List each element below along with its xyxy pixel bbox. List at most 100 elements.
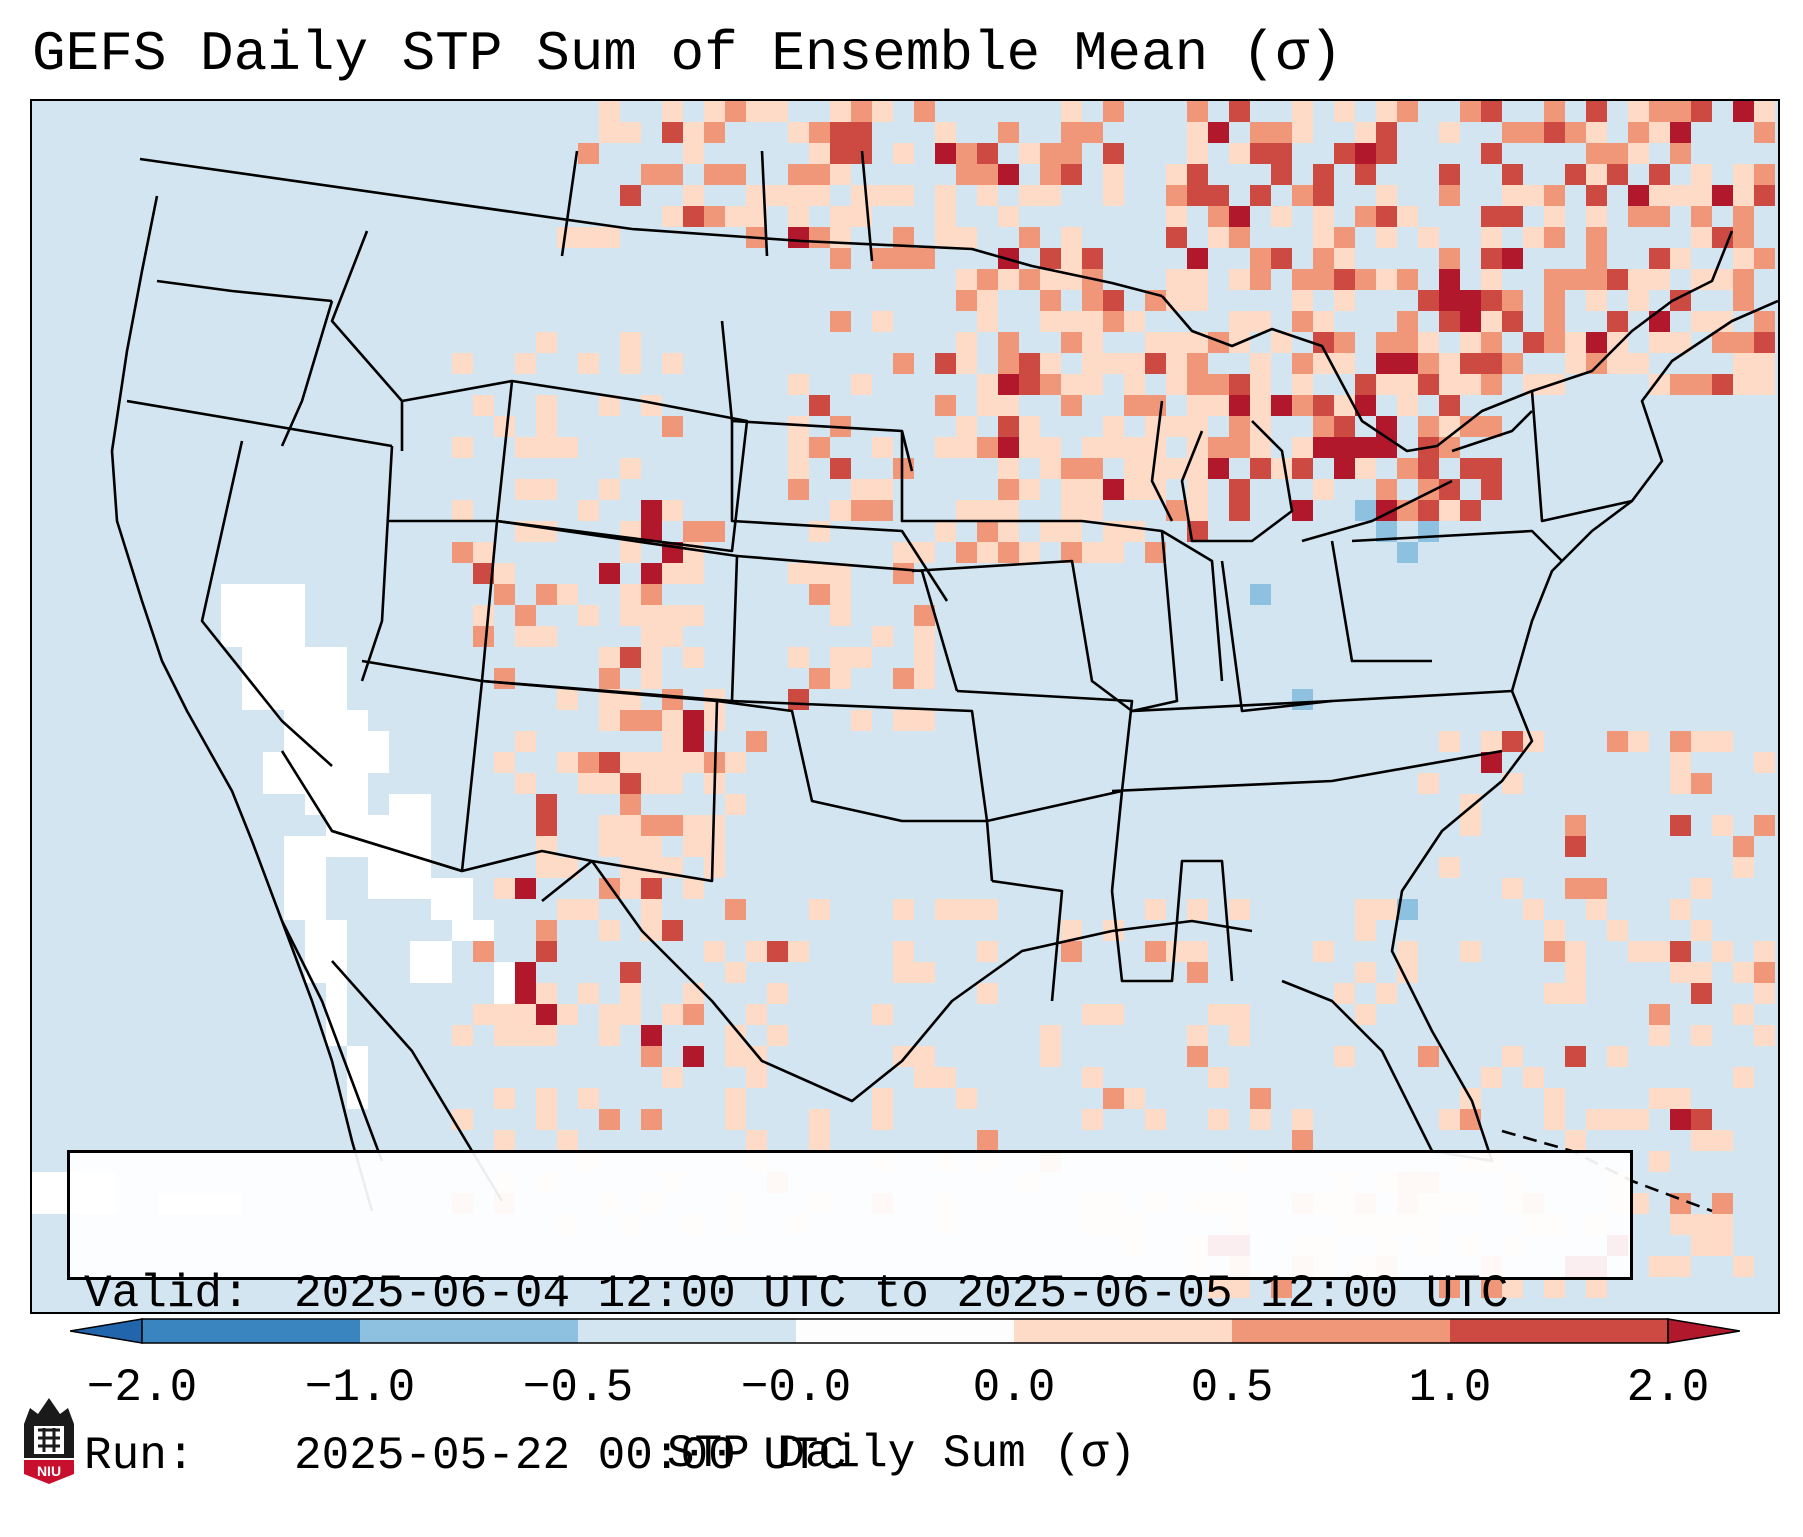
stp-cell (1754, 941, 1775, 962)
stp-cell (746, 101, 767, 122)
ia-mo-line (911, 559, 1133, 713)
stp-cell (1439, 353, 1460, 374)
stp-cell (1691, 227, 1712, 248)
stp-cell (1607, 269, 1628, 290)
stp-cell (1544, 206, 1565, 227)
colorbar-tick-label: 0.0 (972, 1362, 1056, 1414)
negative-cell (1397, 542, 1418, 563)
stp-cell (620, 836, 641, 857)
pa-ny-line (1351, 529, 1563, 562)
stp-cell (1754, 164, 1775, 185)
colorbar-segment (578, 1319, 796, 1343)
id-mt-line (330, 230, 404, 451)
stp-cell (872, 437, 893, 458)
stp-cell (1292, 185, 1313, 206)
stp-cell (1628, 731, 1649, 752)
stp-cell (1418, 374, 1439, 395)
stp-cell (620, 185, 641, 206)
stp-cell (1103, 542, 1124, 563)
negative-cell (1355, 500, 1376, 521)
stp-cell (1313, 164, 1334, 185)
colorbar-segment (1450, 1319, 1668, 1343)
stp-cell (1670, 374, 1691, 395)
stp-cell (1502, 311, 1523, 332)
colorbar-tick-label: 0.5 (1190, 1362, 1274, 1414)
stp-cell (1355, 206, 1376, 227)
stp-cell (977, 164, 998, 185)
stp-cell (851, 710, 872, 731)
stp-cell (1502, 878, 1523, 899)
stp-cell (1061, 311, 1082, 332)
stp-cell (1082, 248, 1103, 269)
stp-cell (1229, 416, 1250, 437)
stp-cell (1691, 731, 1712, 752)
stp-cell (809, 668, 830, 689)
stp-cell (1649, 332, 1670, 353)
stp-cell (1733, 353, 1754, 374)
stp-cell (956, 353, 977, 374)
mt-nd-line (560, 150, 874, 262)
stp-cell (1061, 227, 1082, 248)
boundary-lines (110, 150, 1778, 1213)
sd-ne-line (730, 421, 949, 602)
stp-cell (1628, 269, 1649, 290)
stp-cell (1061, 941, 1082, 962)
stp-cell (1313, 185, 1334, 206)
niu-logo: NIU (24, 1398, 74, 1484)
stp-cell (998, 416, 1019, 437)
stp-cell (893, 248, 914, 269)
stp-hotspot (536, 1004, 557, 1025)
stp-cell (788, 185, 809, 206)
stp-cell (494, 1130, 515, 1151)
stp-cell (599, 836, 620, 857)
stp-cell (977, 437, 998, 458)
stp-cell (1649, 1256, 1670, 1277)
map-panel (30, 99, 1780, 1314)
stp-cell (1481, 353, 1502, 374)
stp-cell (1628, 1109, 1649, 1130)
stp-cell (536, 395, 557, 416)
run-row: Run: 2025-05-22 00:00 UTC (84, 1429, 1616, 1483)
stp-cell (1124, 353, 1145, 374)
zero-cell (452, 920, 494, 941)
stp-cell (1187, 1046, 1208, 1067)
stp-hotspot (683, 710, 704, 731)
stp-cell (1376, 269, 1397, 290)
stp-cell (515, 626, 536, 647)
stp-cell (599, 689, 620, 710)
il-in-line (1131, 530, 1179, 713)
stp-cell (662, 920, 683, 941)
stp-cell (1250, 374, 1271, 395)
stp-cell (599, 101, 620, 122)
stp-cell (1754, 101, 1775, 122)
stp-cell (494, 416, 515, 437)
stp-cell (1208, 395, 1229, 416)
stp-cell (1397, 458, 1418, 479)
stp-cell (1502, 1046, 1523, 1067)
stp-cell (1376, 122, 1397, 143)
stp-cell (851, 185, 872, 206)
stp-cell (1040, 248, 1061, 269)
zero-cell (284, 836, 326, 920)
stp-cell (641, 647, 662, 668)
stp-cell (1376, 185, 1397, 206)
stp-cell (1166, 500, 1187, 521)
stp-cell (1103, 353, 1124, 374)
stp-cell (1691, 311, 1712, 332)
stp-cell (872, 626, 893, 647)
stp-cell (1544, 983, 1565, 1004)
stp-cell (1040, 164, 1061, 185)
stp-cell (1061, 395, 1082, 416)
stp-cell (1418, 353, 1439, 374)
stp-cell (1124, 458, 1145, 479)
stp-hotspot (641, 521, 662, 542)
stp-cell (1292, 101, 1313, 122)
stp-cell (830, 143, 851, 164)
stp-cell (662, 206, 683, 227)
stp-cell (641, 164, 662, 185)
stp-cell (1712, 185, 1733, 206)
stp-cell (851, 647, 872, 668)
stp-cell (956, 269, 977, 290)
baja-coast (280, 920, 384, 1162)
stp-cell (1586, 332, 1607, 353)
